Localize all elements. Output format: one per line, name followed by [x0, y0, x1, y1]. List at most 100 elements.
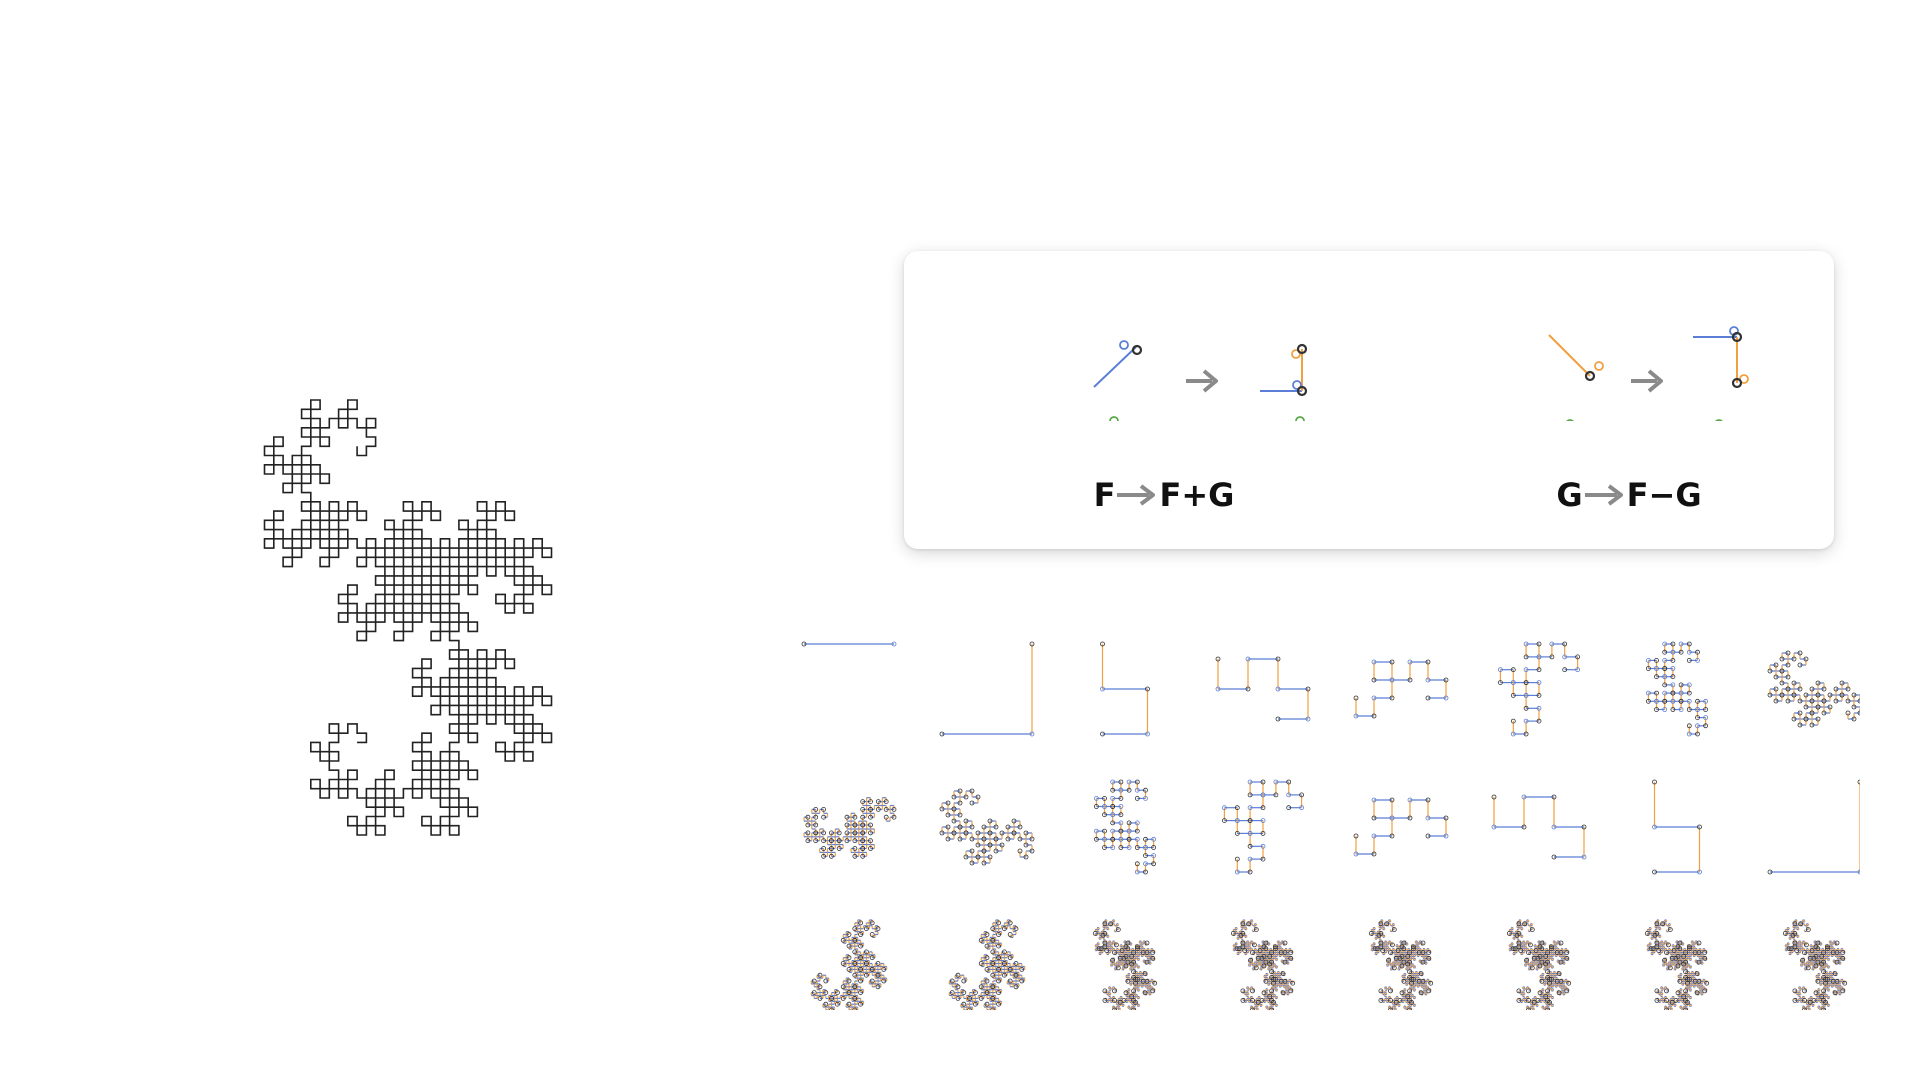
- circle-marker-icon: [963, 818, 969, 824]
- circle-marker-icon: [1510, 667, 1516, 673]
- iteration-thumbnail: [801, 641, 897, 647]
- circle-marker-icon: [1803, 656, 1809, 662]
- circle-marker-icon: [1144, 959, 1150, 965]
- circle-marker-icon: [1353, 851, 1359, 857]
- circle-marker-icon: [1246, 921, 1252, 927]
- circle-marker-icon: [858, 943, 863, 949]
- circle-marker-icon: [1523, 667, 1529, 673]
- circle-marker-icon: [844, 814, 850, 820]
- circle-marker-icon: [805, 822, 811, 828]
- circle-marker-icon: [860, 799, 866, 805]
- circle-marker-icon: [1125, 940, 1131, 946]
- rule-f-label: F F+G: [984, 473, 1344, 517]
- circle-marker-icon: [829, 995, 834, 1001]
- circle-marker-icon: [1670, 641, 1676, 647]
- circle-marker-icon: [984, 966, 990, 972]
- circle-marker-icon: [1110, 836, 1116, 842]
- circle-marker-icon: [1118, 795, 1124, 801]
- circle-marker-icon: [875, 806, 881, 812]
- circle-marker-icon: [961, 990, 967, 996]
- circle-marker-icon: [1275, 656, 1281, 662]
- circle-marker-icon: [881, 966, 887, 972]
- circle-marker-icon: [957, 812, 963, 818]
- circle-marker-icon: [949, 990, 955, 996]
- circle-marker-icon: [1523, 718, 1529, 724]
- circle-marker-icon: [1007, 955, 1013, 961]
- circle-marker-icon: [1247, 779, 1253, 785]
- circle-marker-icon: [939, 830, 945, 836]
- circle-marker-icon: [1102, 988, 1108, 994]
- circle-marker-icon: [1371, 797, 1377, 803]
- circle-marker-icon: [1108, 921, 1114, 927]
- circle-marker-icon: [1523, 641, 1529, 647]
- circle-marker-icon: [1686, 682, 1692, 688]
- circle-marker-icon: [1134, 836, 1140, 842]
- circle-marker-icon: [1785, 698, 1791, 704]
- circle-marker-icon: [1240, 940, 1246, 946]
- circle-marker-icon: [1767, 869, 1773, 875]
- circle-marker-icon: [1102, 940, 1108, 946]
- circle-marker-icon: [1143, 836, 1148, 842]
- circle-marker-icon: [1019, 978, 1025, 984]
- circle-marker-icon: [1536, 641, 1542, 647]
- circle-marker-icon: [1536, 680, 1542, 685]
- iteration-thumbnail: [1100, 641, 1150, 737]
- circle-marker-icon: [1654, 690, 1659, 696]
- circle-marker-icon: [1131, 988, 1137, 994]
- circle-marker-icon: [1263, 959, 1269, 965]
- circle-marker-icon: [1670, 690, 1676, 696]
- circle-marker-icon: [1797, 710, 1803, 716]
- circle-marker-icon: [984, 932, 990, 937]
- circle-marker-icon: [813, 806, 819, 812]
- circle-marker-icon: [823, 1001, 829, 1007]
- circle-marker-icon: [1104, 948, 1110, 954]
- circle-marker-icon: [821, 830, 826, 836]
- circle-marker-icon: [1102, 845, 1107, 850]
- circle-marker-icon: [813, 814, 819, 820]
- circle-marker-icon: [1134, 869, 1140, 875]
- rule-f-lhs: F: [1093, 476, 1116, 514]
- circle-marker-icon: [1443, 833, 1449, 839]
- circle-marker-icon: [1510, 718, 1516, 724]
- circle-marker-icon: [949, 978, 955, 984]
- circle-marker-icon: [1126, 779, 1132, 785]
- circle-marker-icon: [1773, 662, 1779, 668]
- circle-marker-icon: [821, 814, 826, 820]
- circle-marker-icon: [1255, 955, 1261, 961]
- circle-marker-icon: [1029, 641, 1035, 647]
- circle-marker-icon: [1286, 779, 1292, 785]
- iteration-thumbnail: [948, 919, 1026, 1010]
- circle-marker-icon: [981, 860, 987, 866]
- circle-marker-icon: [1654, 674, 1659, 680]
- circle-marker-icon: [1145, 686, 1150, 692]
- circle-marker-icon: [1245, 686, 1251, 692]
- circle-marker-icon: [811, 978, 817, 984]
- circle-marker-icon: [1269, 1007, 1274, 1010]
- circle-marker-icon: [1100, 731, 1105, 737]
- circle-marker-icon: [1670, 666, 1676, 671]
- circle-marker-icon: [1791, 716, 1797, 722]
- circle-marker-icon: [1290, 980, 1296, 986]
- circle-marker-icon: [939, 731, 945, 737]
- circle-marker-icon: [993, 824, 999, 830]
- circle-marker-icon: [1662, 674, 1668, 680]
- iteration-thumbnail: [1353, 659, 1449, 719]
- circle-marker-icon: [955, 984, 961, 990]
- circle-marker-icon: [1510, 680, 1516, 685]
- circle-marker-icon: [990, 937, 996, 943]
- circle-marker-icon: [1280, 990, 1286, 996]
- circle-marker-icon: [1491, 824, 1497, 830]
- circle-marker-icon: [1652, 779, 1657, 785]
- circle-marker-icon: [1857, 869, 1860, 875]
- circle-marker-icon: [1536, 693, 1542, 698]
- circle-marker-icon: [860, 846, 866, 851]
- circle-marker-icon: [1013, 926, 1019, 932]
- circle-marker-icon: [1839, 680, 1845, 686]
- circle-marker-icon: [1250, 988, 1255, 994]
- circle-marker-icon: [1443, 815, 1449, 821]
- circle-marker-icon: [1662, 666, 1668, 671]
- circle-marker-icon: [875, 926, 881, 932]
- circle-marker-icon: [860, 806, 866, 812]
- circle-marker-icon: [1259, 997, 1265, 1003]
- circle-marker-icon: [1102, 812, 1107, 818]
